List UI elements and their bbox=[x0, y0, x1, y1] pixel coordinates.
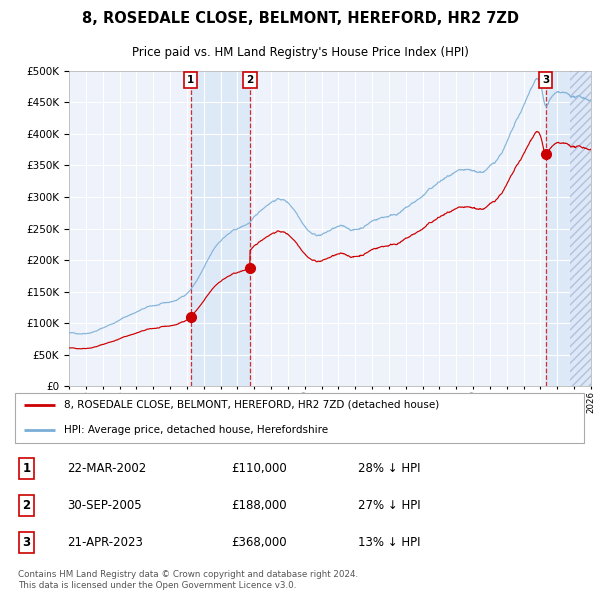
Text: 2: 2 bbox=[22, 499, 31, 512]
Text: Contains HM Land Registry data © Crown copyright and database right 2024.
This d: Contains HM Land Registry data © Crown c… bbox=[18, 570, 358, 589]
Text: 22-MAR-2002: 22-MAR-2002 bbox=[67, 462, 146, 475]
FancyBboxPatch shape bbox=[15, 394, 584, 442]
Text: 1: 1 bbox=[22, 462, 31, 475]
Text: 3: 3 bbox=[22, 536, 31, 549]
Text: 21-APR-2023: 21-APR-2023 bbox=[67, 536, 143, 549]
Text: 1: 1 bbox=[187, 76, 194, 86]
Text: £188,000: £188,000 bbox=[231, 499, 287, 512]
Bar bbox=[191, 71, 250, 386]
Text: 3: 3 bbox=[542, 76, 549, 86]
Text: 30-SEP-2005: 30-SEP-2005 bbox=[67, 499, 142, 512]
Text: 13% ↓ HPI: 13% ↓ HPI bbox=[358, 536, 420, 549]
Text: 8, ROSEDALE CLOSE, BELMONT, HEREFORD, HR2 7ZD: 8, ROSEDALE CLOSE, BELMONT, HEREFORD, HR… bbox=[82, 11, 518, 27]
Text: Price paid vs. HM Land Registry's House Price Index (HPI): Price paid vs. HM Land Registry's House … bbox=[131, 47, 469, 60]
Bar bbox=[545, 71, 591, 386]
Text: HPI: Average price, detached house, Herefordshire: HPI: Average price, detached house, Here… bbox=[64, 425, 328, 435]
Text: 27% ↓ HPI: 27% ↓ HPI bbox=[358, 499, 420, 512]
Bar bbox=[570, 71, 591, 386]
Text: 2: 2 bbox=[247, 76, 254, 86]
Text: 8, ROSEDALE CLOSE, BELMONT, HEREFORD, HR2 7ZD (detached house): 8, ROSEDALE CLOSE, BELMONT, HEREFORD, HR… bbox=[64, 399, 439, 409]
Text: 28% ↓ HPI: 28% ↓ HPI bbox=[358, 462, 420, 475]
Text: £368,000: £368,000 bbox=[231, 536, 287, 549]
Text: £110,000: £110,000 bbox=[231, 462, 287, 475]
